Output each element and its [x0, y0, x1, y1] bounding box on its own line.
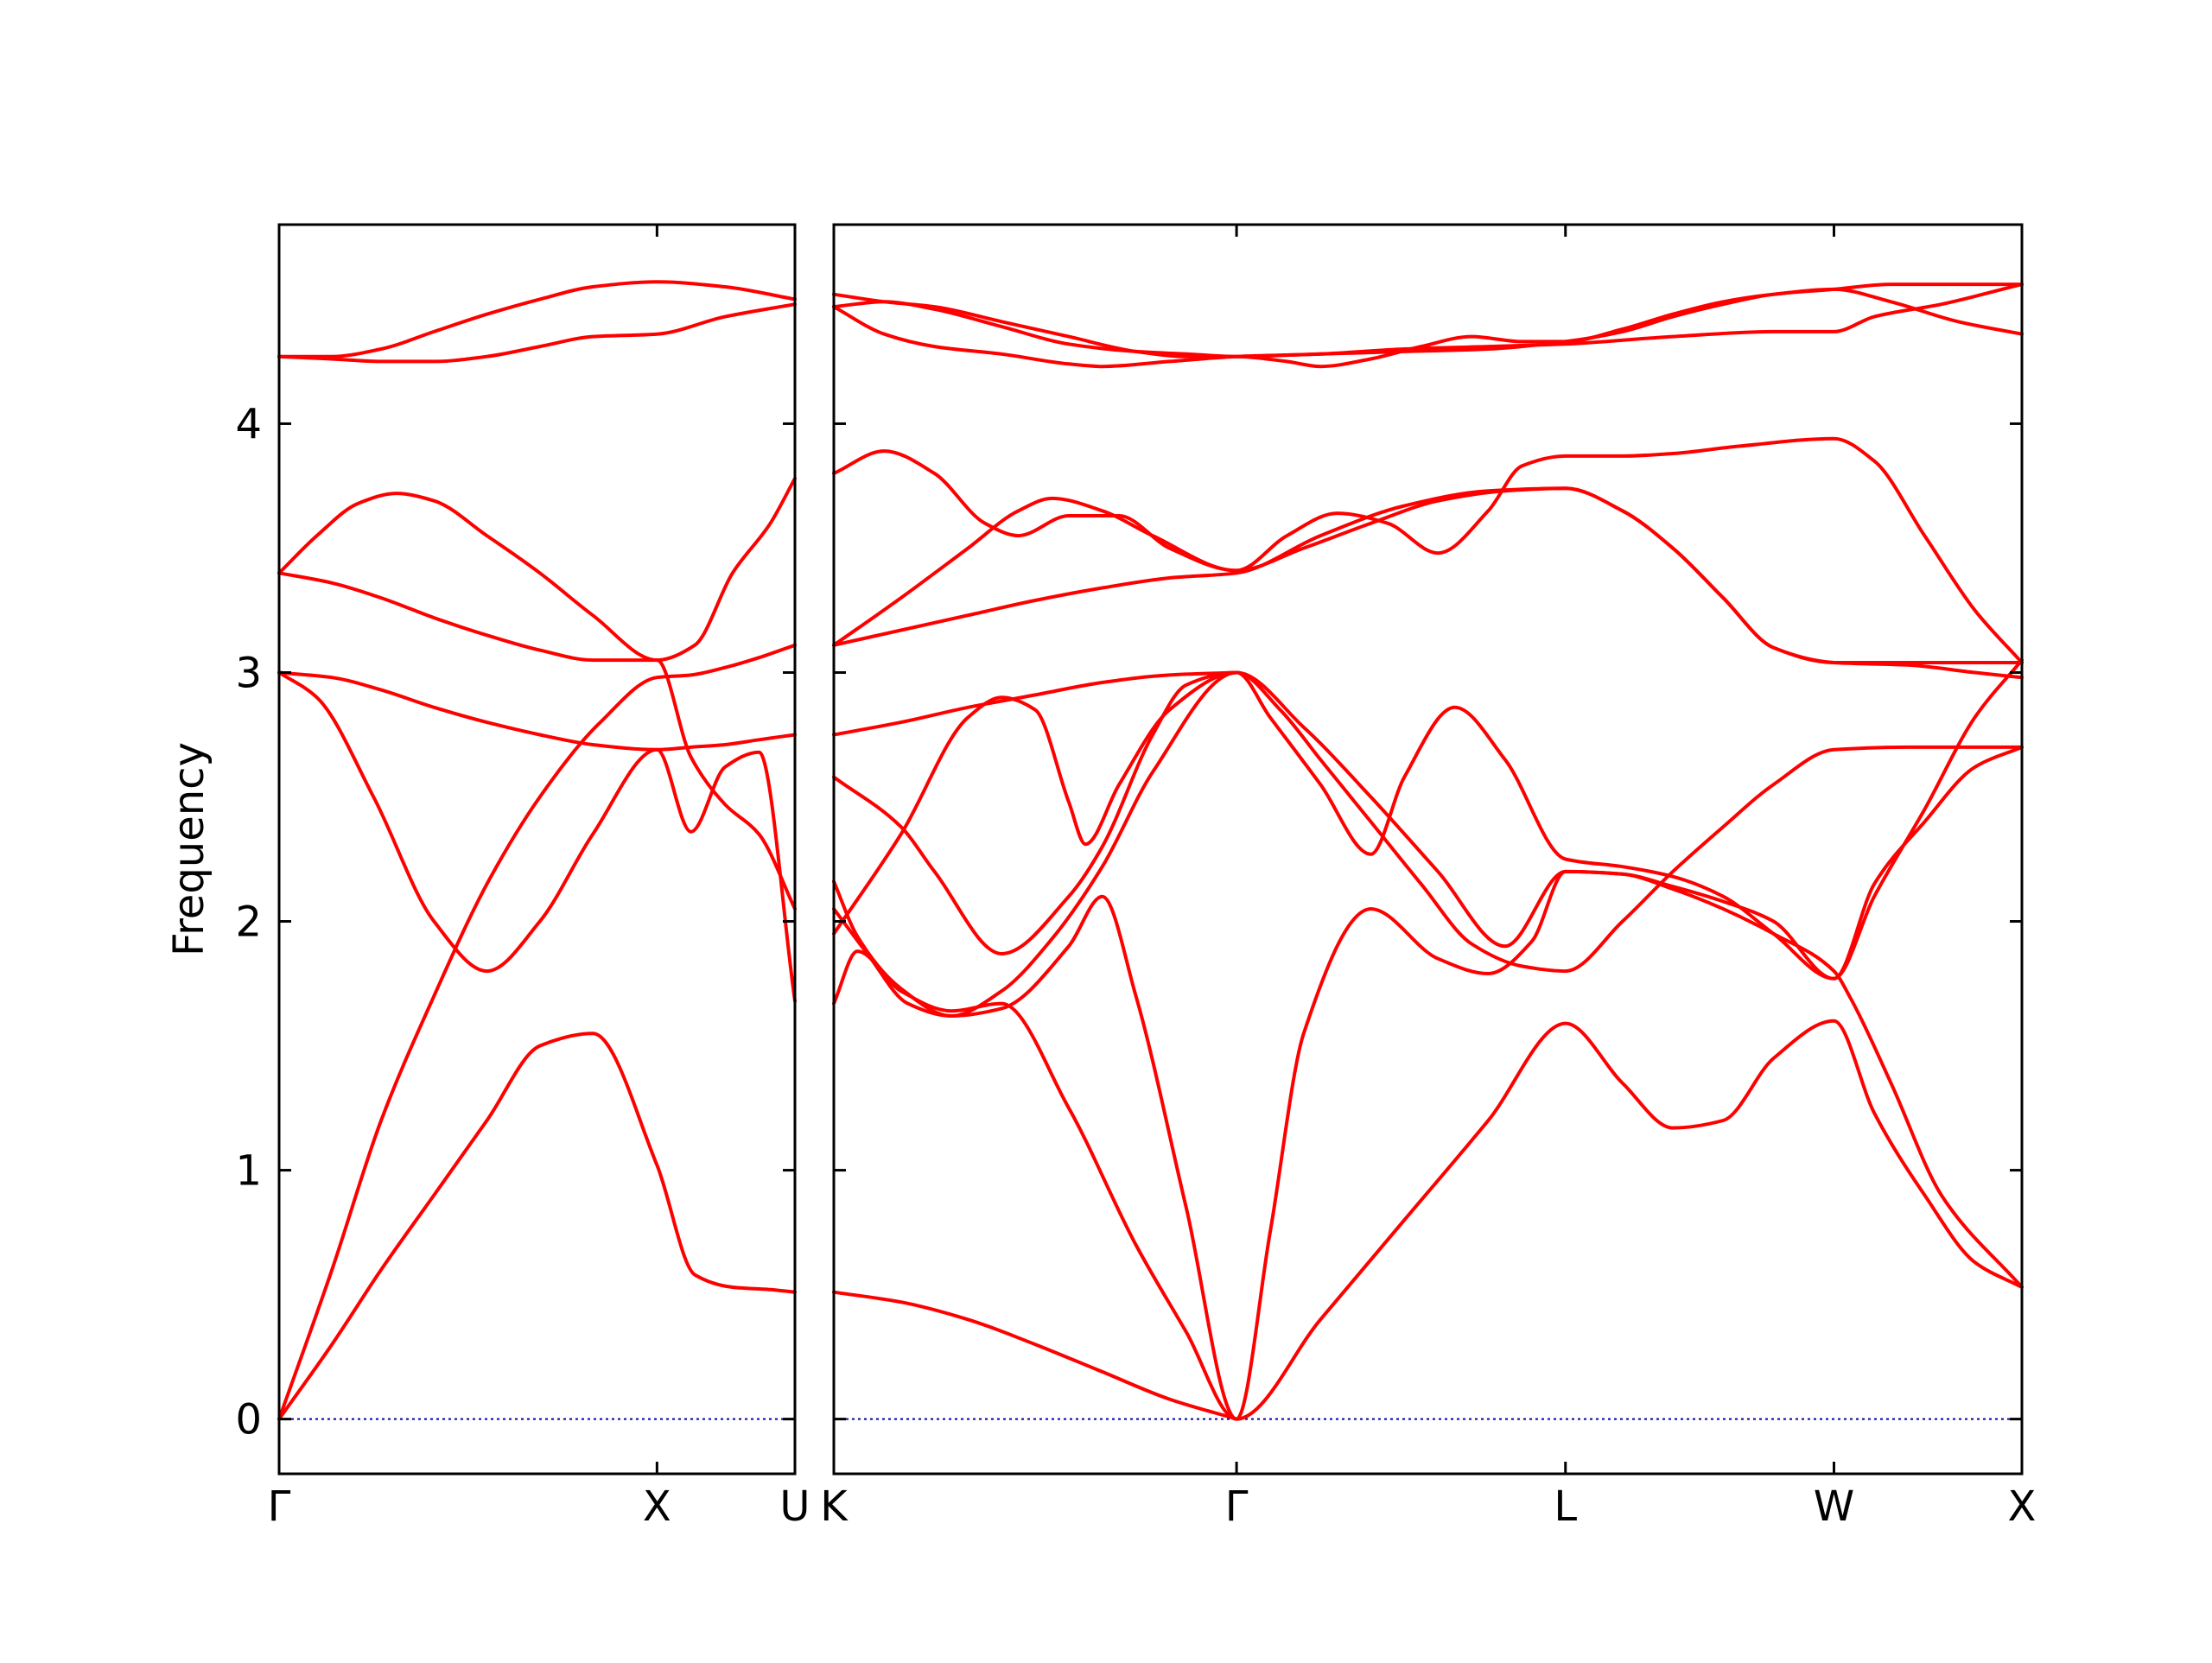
ytick-label: 1: [235, 1147, 262, 1196]
tick-labels: Γ X U K Γ L W X 0 1 2 3 4: [235, 400, 2036, 1531]
left-panel-band-1: [277, 1031, 797, 1421]
right-panel-xtick-label: L: [1554, 1482, 1577, 1531]
ytick-label: 2: [235, 898, 262, 947]
left-panel-band-7: [277, 302, 797, 364]
right-panel-xtick-label: X: [2008, 1482, 2037, 1531]
right-panel-frame: [832, 223, 2024, 1476]
right-panel-xtick-label: K: [820, 1482, 849, 1531]
right-panel-xtick-label: W: [1814, 1482, 1854, 1531]
right-panel-band-1: [832, 1290, 1239, 1421]
ytick-label: 4: [235, 400, 262, 448]
right-panel-xtick-label: Γ: [1225, 1482, 1249, 1531]
left-panel-xtick-label: X: [643, 1482, 671, 1531]
right-panel-band-11: [832, 282, 2024, 369]
right-panel-band-10: [832, 436, 2024, 664]
axes-frames: [277, 223, 2024, 1476]
left-panel-band-8: [277, 280, 797, 359]
right-panel-band-6: [832, 670, 2024, 981]
left-panel-frame: [277, 223, 797, 1476]
right-panel-band-9: [832, 486, 2024, 680]
phonon-bands: [277, 280, 2024, 1421]
right-panel-band-3: [832, 869, 2024, 1421]
right-panel-band-13: [832, 282, 2024, 359]
right-panel-band-2: [832, 949, 2024, 1421]
left-panel-xtick-label: Γ: [268, 1482, 291, 1531]
right-panel-band-7: [832, 670, 1239, 737]
left-panel-band-3: [277, 670, 797, 1003]
left-panel-xtick-label: U: [779, 1482, 810, 1531]
left-panel-band-5: [277, 571, 797, 911]
right-panel-band-4: [832, 670, 2024, 1018]
ytick-label: 3: [235, 649, 262, 697]
left-panel-band-4: [277, 670, 797, 752]
ytick-label: 0: [235, 1396, 262, 1444]
left-panel-band-6: [277, 476, 797, 663]
tick-marks: [277, 225, 2024, 1474]
y-axis-label: Frequency: [165, 742, 213, 956]
left-panel-band-2: [277, 643, 797, 1421]
